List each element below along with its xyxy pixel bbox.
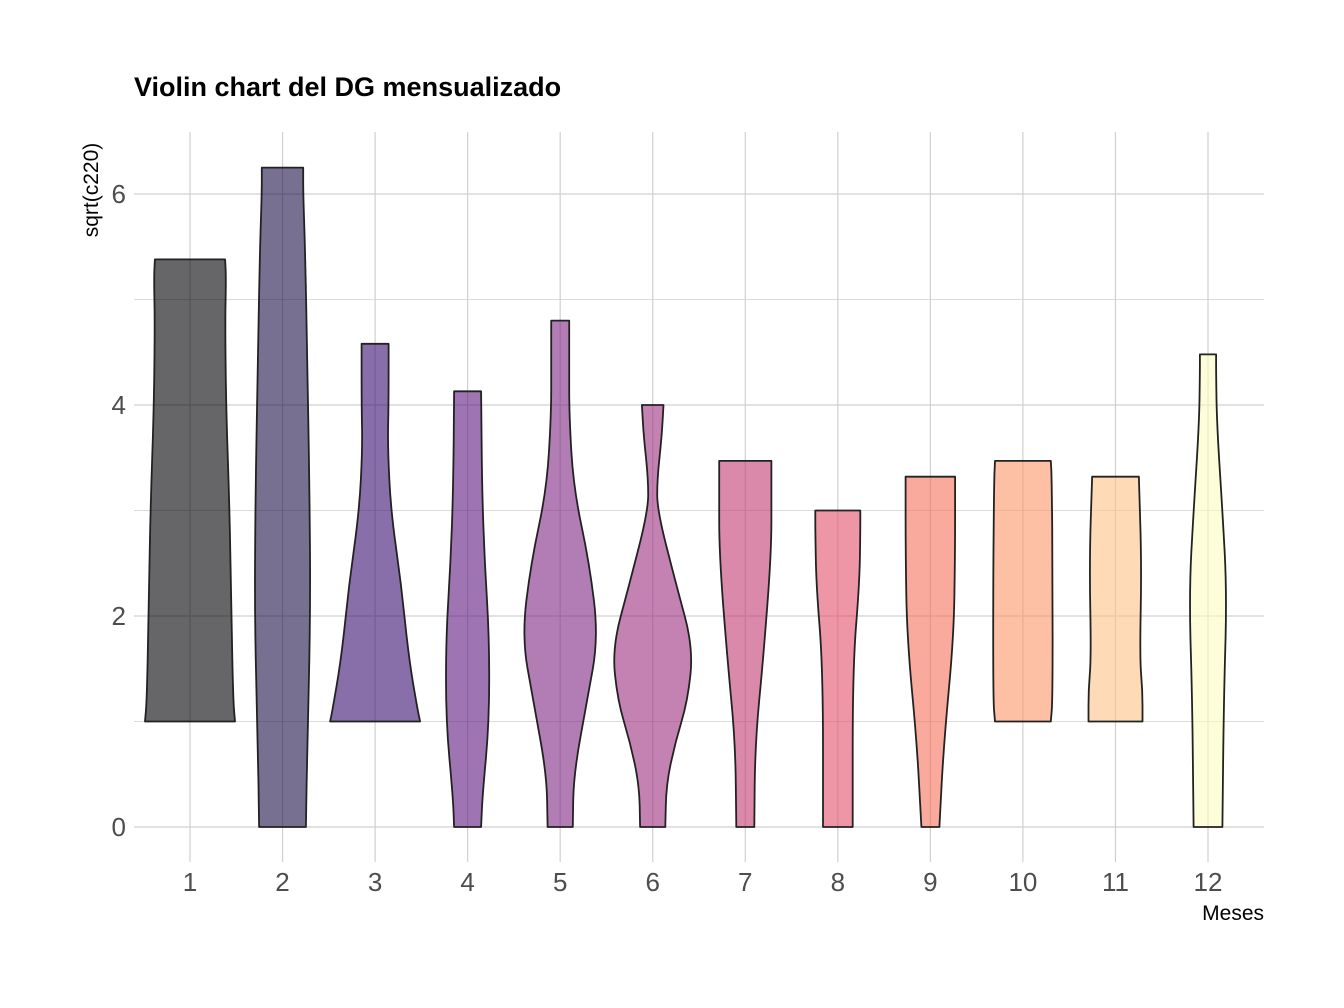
x-tick-label: 9 xyxy=(923,867,937,897)
violin-month-4 xyxy=(445,390,491,828)
violin-month-7 xyxy=(718,460,773,828)
violin-month-2 xyxy=(254,166,311,828)
x-tick-label: 11 xyxy=(1102,867,1129,897)
violin-month-10 xyxy=(992,460,1054,723)
y-tick-label: 2 xyxy=(112,601,126,631)
violin-month-3 xyxy=(329,342,421,723)
violin-month-5 xyxy=(523,319,597,828)
y-tick-label: 6 xyxy=(112,179,126,209)
violins-group xyxy=(144,166,1227,828)
violin-month-8 xyxy=(814,509,862,828)
x-tick-label: 8 xyxy=(831,867,845,897)
x-tick-label: 6 xyxy=(645,867,659,897)
violin-month-6 xyxy=(613,404,693,828)
violin-month-11 xyxy=(1087,475,1144,723)
x-tick-label: 12 xyxy=(1194,867,1223,897)
y-tick-label: 0 xyxy=(112,812,126,842)
violin-month-9 xyxy=(904,475,956,828)
x-tick-label: 10 xyxy=(1008,867,1037,897)
violin-month-12 xyxy=(1189,353,1227,828)
violin-month-1 xyxy=(144,258,236,723)
x-tick-label: 4 xyxy=(460,867,474,897)
x-tick-label: 7 xyxy=(738,867,752,897)
x-tick-label: 3 xyxy=(368,867,382,897)
x-tick-label: 5 xyxy=(553,867,567,897)
y-tick-label: 4 xyxy=(112,390,126,420)
x-tick-label: 2 xyxy=(275,867,289,897)
chart-title: Violin chart del DG mensualizado xyxy=(134,72,562,102)
x-axis-label: Meses xyxy=(1202,902,1264,925)
x-tick-label: 1 xyxy=(183,867,197,897)
